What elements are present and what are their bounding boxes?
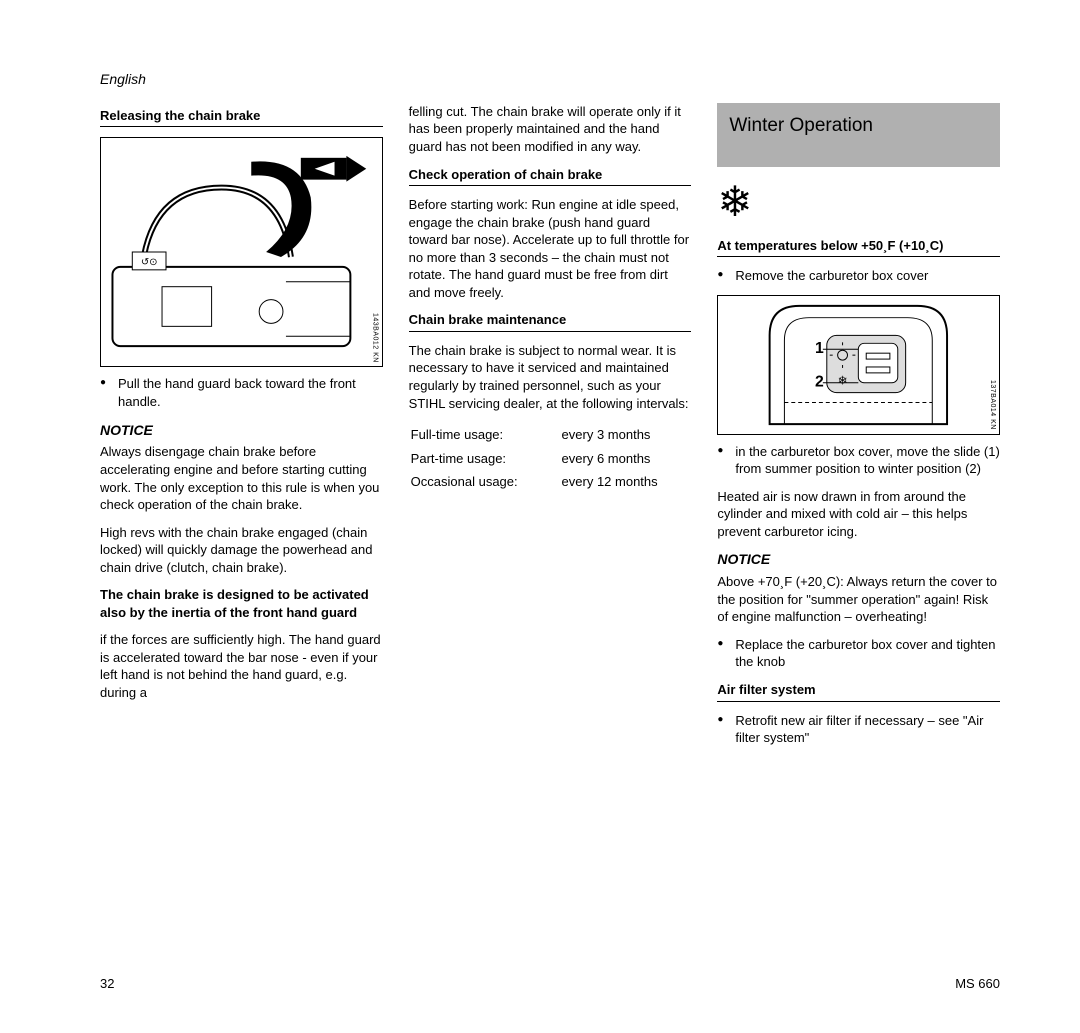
language-header: English	[100, 70, 1000, 89]
notice-text-1b: High revs with the chain brake engaged (…	[100, 524, 383, 577]
para-heated-air: Heated air is now drawn in from around t…	[717, 488, 1000, 541]
heading-check-operation: Check operation of chain brake	[409, 166, 692, 187]
para-check-operation: Before starting work: Run engine at idle…	[409, 196, 692, 301]
three-column-layout: Releasing the chain brake ↺⊙	[100, 103, 1000, 757]
usage-interval: every 3 months	[552, 424, 690, 446]
notice-label-1: NOTICE	[100, 421, 383, 440]
figure-code-2: 137BA014 KN	[988, 380, 997, 430]
column-3: Winter Operation ❄ At temperatures below…	[717, 103, 1000, 757]
bullet-pull-hand-guard: Pull the hand guard back toward the fron…	[100, 375, 383, 410]
table-row: Full-time usage: every 3 months	[411, 424, 690, 446]
bullet-retrofit-filter: Retrofit new air filter if necessary – s…	[717, 712, 1000, 747]
usage-label: Full-time usage:	[411, 424, 550, 446]
svg-text:↺⊙: ↺⊙	[141, 257, 158, 268]
column-2: felling cut. The chain brake will operat…	[409, 103, 692, 757]
svg-text:1: 1	[815, 340, 824, 357]
para-maintenance: The chain brake is subject to normal wea…	[409, 342, 692, 412]
snowflake-icon: ❄	[717, 181, 1000, 223]
page-number: 32	[100, 975, 114, 993]
figure-chain-brake: ↺⊙ 143BA012 KN	[100, 137, 383, 367]
figure-carburetor-cover: ❄ 1 2 137BA014 KN	[717, 295, 1000, 435]
notice-label-2: NOTICE	[717, 550, 1000, 569]
notice-text-1a: Always disengage chain brake before acce…	[100, 443, 383, 513]
usage-interval: every 12 months	[552, 471, 690, 493]
figure-code-1: 143BA012 KN	[370, 313, 379, 363]
page-footer: 32 MS 660	[100, 975, 1000, 993]
chain-brake-illustration: ↺⊙	[101, 138, 382, 366]
table-row: Part-time usage: every 6 months	[411, 448, 690, 470]
winter-operation-banner: Winter Operation	[717, 103, 1000, 167]
usage-label: Part-time usage:	[411, 448, 550, 470]
para-felling-cut: felling cut. The chain brake will operat…	[409, 103, 692, 156]
heading-air-filter: Air filter system	[717, 681, 1000, 702]
svg-text:2: 2	[815, 373, 824, 390]
notice-text-2: Above +70¸F (+20¸C): Always return the c…	[717, 573, 1000, 626]
table-row: Occasional usage: every 12 months	[411, 471, 690, 493]
usage-interval: every 6 months	[552, 448, 690, 470]
heading-temperatures: At temperatures below +50¸F (+10¸C)	[717, 237, 1000, 258]
bullet-move-slide: in the carburetor box cover, move the sl…	[717, 443, 1000, 478]
heading-maintenance: Chain brake maintenance	[409, 311, 692, 332]
carburetor-illustration: ❄ 1 2	[718, 296, 999, 434]
bullet-replace-cover: Replace the carburetor box cover and tig…	[717, 636, 1000, 671]
usage-label: Occasional usage:	[411, 471, 550, 493]
svg-text:❄: ❄	[838, 373, 848, 387]
para-forces: if the forces are sufficiently high. The…	[100, 631, 383, 701]
column-1: Releasing the chain brake ↺⊙	[100, 103, 383, 757]
heading-releasing-chain-brake: Releasing the chain brake	[100, 107, 383, 128]
bullet-remove-cover: Remove the carburetor box cover	[717, 267, 1000, 285]
bold-inertia-note: The chain brake is designed to be activa…	[100, 586, 383, 621]
model-number: MS 660	[955, 975, 1000, 993]
maintenance-table: Full-time usage: every 3 months Part-tim…	[409, 422, 692, 495]
